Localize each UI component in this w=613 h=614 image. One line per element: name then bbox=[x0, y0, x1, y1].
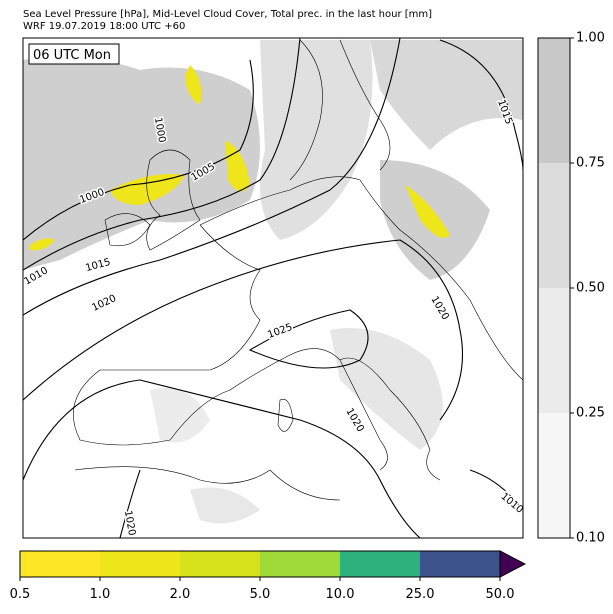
isobars bbox=[23, 38, 523, 538]
tick-label: 0.50 bbox=[576, 281, 605, 296]
tick-label: 25.0 bbox=[406, 587, 435, 602]
precipitation bbox=[30, 65, 450, 251]
colorbar-segment bbox=[538, 288, 570, 413]
time-box bbox=[28, 43, 120, 65]
colorbar-segment bbox=[20, 551, 100, 577]
tick-label: 5.0 bbox=[250, 587, 271, 602]
subtitle: WRF 19.07.2019 18:00 UTC +60 bbox=[23, 21, 185, 32]
colorbar-segment bbox=[180, 551, 260, 577]
colorbar-segment bbox=[260, 551, 340, 577]
tick-label: 1.0 bbox=[90, 587, 111, 602]
tick-label: 0.75 bbox=[576, 156, 605, 171]
coastlines bbox=[73, 39, 523, 501]
colorbar-segment bbox=[538, 38, 570, 163]
colorbar-segment bbox=[340, 551, 420, 577]
colorbar-segment bbox=[538, 163, 570, 288]
colorbar-segment bbox=[420, 551, 500, 577]
tick-label: 0.10 bbox=[576, 531, 605, 546]
time-label: 06 UTC Mon bbox=[33, 48, 111, 63]
map-frame bbox=[22, 37, 524, 539]
tick-label: 0.5 bbox=[10, 587, 31, 602]
title: Sea Level Pressure [hPa], Mid-Level Clou… bbox=[23, 9, 432, 20]
tick-label: 10.0 bbox=[326, 587, 355, 602]
precip-colorbar: 0.5 1.0 2.0 5.0 10.0 25.0 50.0 bbox=[10, 550, 527, 602]
cloud-colorbar: 0.10 0.25 0.50 0.75 1.00 bbox=[537, 31, 605, 546]
tick-label: 50.0 bbox=[486, 587, 515, 602]
tick-label: 1.00 bbox=[576, 31, 605, 46]
colorbar-segment bbox=[538, 413, 570, 538]
tick-label: 2.0 bbox=[170, 587, 191, 602]
colorbar-segment bbox=[100, 551, 180, 577]
colorbar-extend bbox=[499, 550, 527, 578]
tick-label: 0.25 bbox=[576, 406, 605, 421]
